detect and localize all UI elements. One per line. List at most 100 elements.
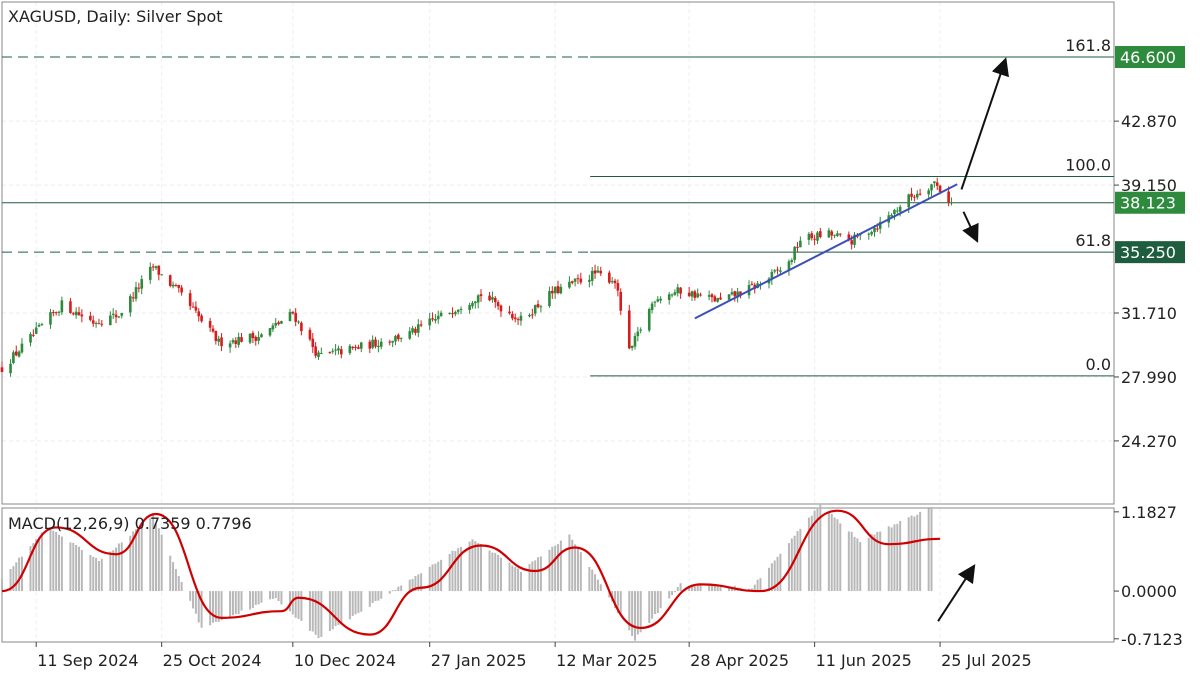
fib-level-label: 161.8 [1065, 36, 1111, 55]
candle-bull [49, 312, 52, 325]
macd-tick-label: 1.1827 [1121, 503, 1177, 522]
macd-histogram-bar [696, 585, 699, 592]
price-tag-38.123 [1115, 191, 1185, 214]
candle-bear [599, 270, 603, 274]
macd-histogram-bar [112, 550, 115, 592]
macd-histogram-bar [919, 511, 922, 592]
price-tag-label: 35.250 [1120, 243, 1176, 262]
candle-bull [371, 339, 374, 348]
macd-histogram-bar [528, 564, 531, 592]
candle-bull [533, 305, 537, 314]
macd-histogram-bar [140, 526, 143, 592]
macd-histogram-bar [169, 555, 172, 592]
macd-histogram-bar [576, 549, 579, 592]
macd-histogram-bar [628, 591, 631, 631]
candle-bull [20, 343, 24, 353]
candle-bull [833, 234, 836, 236]
price-tag-35.250 [1115, 241, 1185, 264]
candle-bull [779, 270, 782, 272]
y-tick-label: 31.710 [1121, 304, 1177, 323]
macd-histogram-bar [517, 568, 520, 592]
candle-bull [630, 345, 634, 348]
macd-histogram-bar [679, 583, 682, 592]
macd-histogram-bar [75, 544, 78, 592]
macd-histogram-bar [397, 586, 400, 592]
candle-bear [97, 323, 101, 325]
macd-histogram-bar [360, 591, 363, 612]
macd-histogram-bar [357, 591, 360, 613]
macd-histogram-bar [856, 538, 859, 592]
candle-bear [71, 313, 75, 315]
macd-histogram-bar [15, 562, 18, 592]
candle-bear [693, 291, 697, 298]
macd-histogram-bar [391, 590, 394, 592]
candle-bull [12, 352, 15, 364]
macd-histogram-bar [688, 585, 691, 592]
macd-histogram-bar [1, 579, 3, 592]
candle-bull [377, 345, 380, 348]
candle-bull [898, 206, 902, 212]
macd-histogram-bar [154, 523, 157, 592]
candle-bull [736, 291, 739, 298]
candle-bull [573, 278, 577, 282]
candle-bull [610, 281, 614, 283]
candle-bull [274, 323, 278, 326]
candle-bull [636, 331, 640, 337]
arrow-up-projection [960, 57, 1009, 190]
candle-bear [291, 311, 295, 314]
candle-bear [14, 351, 18, 356]
candle-bull [436, 315, 440, 320]
macd-histogram-bar [440, 559, 443, 592]
macd-histogram-bar [631, 591, 634, 637]
macd-histogram-bar [708, 585, 711, 592]
macd-histogram-bar [192, 591, 195, 609]
candle-bull [379, 341, 383, 347]
macd-histogram-bar [288, 591, 291, 612]
macd-histogram-bar [619, 591, 622, 616]
candle-bear [52, 312, 55, 314]
candle-bear [114, 314, 118, 318]
candle-bull [448, 312, 451, 314]
macd-histogram-bar [497, 554, 500, 592]
macd-histogram-bar [519, 571, 522, 592]
candle-bull [17, 351, 21, 357]
macd-histogram-bar [753, 584, 756, 592]
candle-bull [268, 328, 272, 336]
macd-histogram-bar [596, 579, 599, 592]
macd-histogram-bar [291, 591, 294, 615]
macd-histogram-bar [269, 591, 272, 600]
macd-histogram-bar [916, 514, 919, 592]
macd-histogram-bar [873, 534, 876, 592]
macd-histogram-bar [129, 535, 132, 592]
candle-bear [254, 336, 258, 341]
macd-histogram-bar [534, 560, 537, 592]
macd-histogram-bar [197, 591, 200, 623]
macd-histogram-bar [799, 528, 802, 592]
candle-bull [568, 281, 571, 288]
candle-bull [853, 234, 856, 245]
candle-bear [191, 306, 195, 308]
price-panel-frame [1, 1, 1115, 505]
candle-bull [408, 331, 412, 339]
candle-bull [816, 232, 819, 241]
macd-histogram-bar [348, 591, 351, 620]
macd-histogram-bar [508, 562, 511, 592]
macd-histogram-bar [174, 569, 177, 592]
macd-histogram-bar [639, 591, 642, 633]
macd-histogram-bar [214, 591, 217, 622]
macd-histogram-bar [172, 562, 175, 592]
candle-bull [57, 311, 61, 313]
candle-bull [257, 337, 260, 341]
candle-bull [915, 193, 919, 198]
macd-histogram-bar [870, 534, 873, 592]
x-tick-label: 11 Jun 2025 [816, 651, 912, 670]
candle-bull [596, 270, 600, 273]
candle-bull [633, 335, 637, 347]
price-tag-46.600 [1115, 46, 1185, 69]
macd-histogram-bar [773, 560, 776, 592]
candle-bull [217, 338, 220, 342]
candle-bull [656, 299, 660, 302]
candle-bull [639, 329, 642, 331]
macd-histogram-bar [334, 591, 337, 627]
